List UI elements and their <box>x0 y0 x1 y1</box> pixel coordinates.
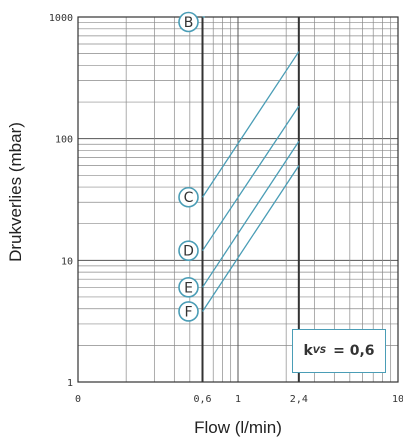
series-label-F: F <box>184 304 192 320</box>
series-marker-E <box>178 277 199 298</box>
series-marker-B <box>178 11 199 33</box>
kvs-value: = 0,6 <box>333 343 375 359</box>
y-tick-label: 1000 <box>49 13 73 24</box>
series-label-D: D <box>183 244 194 260</box>
y-axis-label: Drukverlies (mbar) <box>6 122 25 262</box>
x-axis-label: Flow (l/min) <box>194 418 282 437</box>
series-marker-C <box>178 186 199 208</box>
x-tick-label: 0 <box>75 394 81 405</box>
series-label-C: C <box>184 190 194 206</box>
series-line-E <box>201 141 300 288</box>
kvs-subscript: VS <box>312 346 327 356</box>
series-line-F <box>201 165 300 312</box>
x-tick-label: 1 <box>235 394 241 405</box>
y-tick-label: 1 <box>67 378 73 389</box>
x-tick-label: 10 <box>392 394 403 405</box>
grid <box>77 16 399 383</box>
x-tick-label: 0,6 <box>193 394 211 405</box>
x-tick-label: 2,4 <box>290 394 308 405</box>
series-line-C <box>201 51 300 198</box>
series-label-B: B <box>184 15 194 31</box>
plot-frame <box>77 16 399 383</box>
series-marker-F <box>178 301 199 322</box>
series-marker-D <box>178 240 199 261</box>
kvs-annotation: k VS = 0,6 <box>292 329 386 373</box>
series-markers: B C D EF <box>178 11 199 322</box>
y-tick-label: 10 <box>61 256 73 267</box>
series-label-E: E <box>184 280 193 296</box>
tick-labels: 0 0,6 1 2,4 10 1 10 100 1000 <box>49 13 403 405</box>
series-line-D <box>201 105 300 252</box>
y-tick-label: 100 <box>55 135 73 146</box>
kvs-k: k <box>303 343 313 359</box>
series-layer <box>201 16 300 312</box>
